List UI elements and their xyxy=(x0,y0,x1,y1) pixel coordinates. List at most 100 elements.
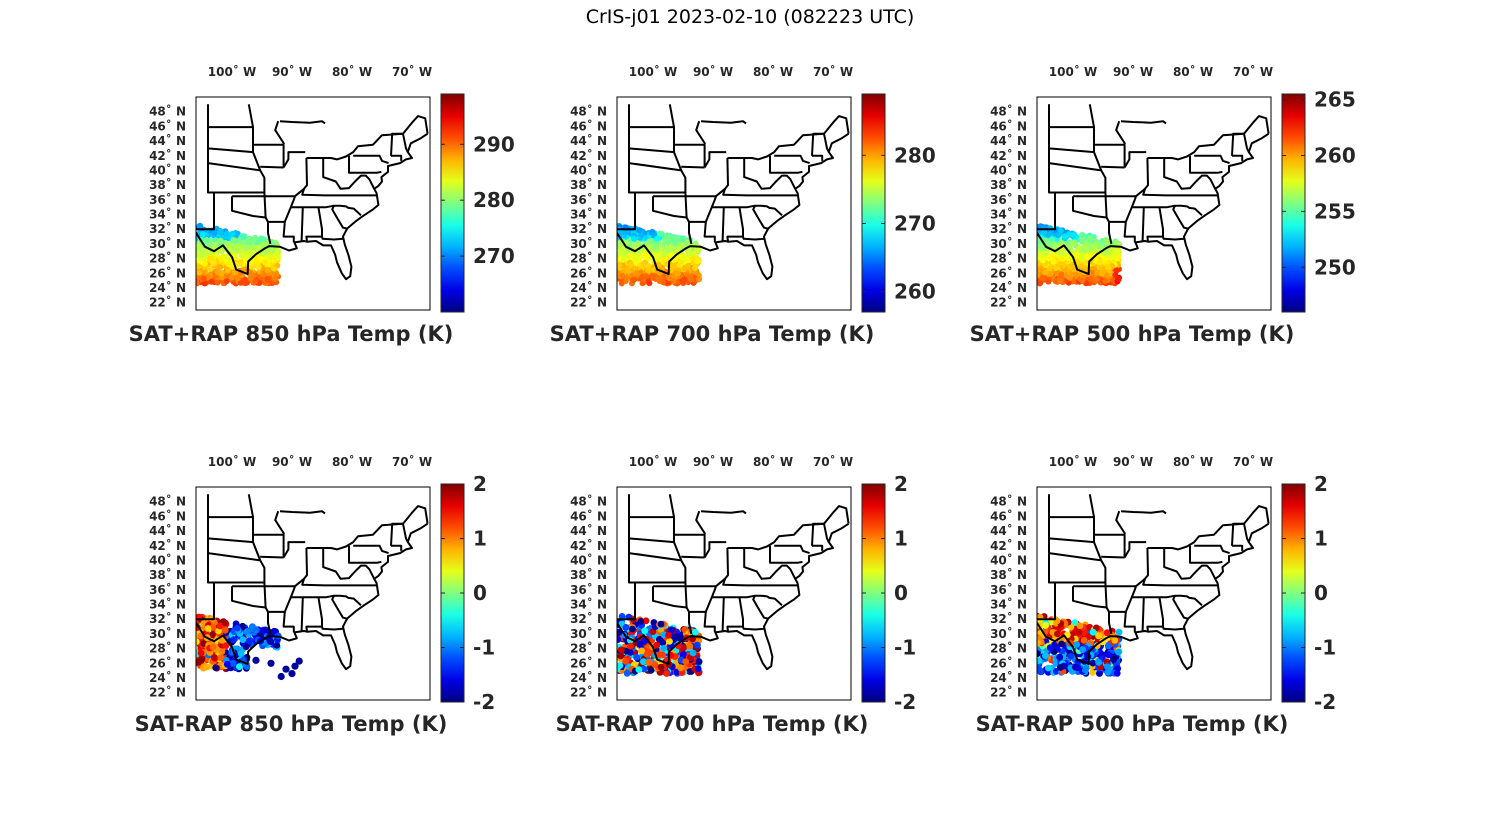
boundary-line xyxy=(306,505,429,551)
lat-tick-label: 40˚ N xyxy=(149,162,186,177)
data-point xyxy=(196,279,200,286)
lat-tick-label: 48˚ N xyxy=(990,494,1027,509)
data-point xyxy=(1104,668,1112,676)
lat-tick-label: 32˚ N xyxy=(149,611,186,626)
data-point xyxy=(1079,277,1086,284)
lon-tick-label: 100˚ W xyxy=(629,64,677,79)
data-point xyxy=(1040,251,1047,258)
boundary-line xyxy=(331,595,347,620)
data-point xyxy=(252,278,259,285)
boundary-line xyxy=(301,578,377,587)
figure-title: CrIS-j01 2023-02-10 (082223 UTC) xyxy=(585,6,915,28)
lat-tick-label: 26˚ N xyxy=(990,655,1027,670)
lat-tick-label: 38˚ N xyxy=(149,177,186,192)
data-point xyxy=(682,658,690,665)
colorbar xyxy=(1281,93,1306,313)
boundary-line xyxy=(305,207,323,242)
data-point xyxy=(255,264,262,270)
data-point xyxy=(689,649,697,657)
data-point xyxy=(639,280,646,287)
lat-tick-label: 24˚ N xyxy=(570,670,607,685)
data-point xyxy=(212,664,220,672)
data-point xyxy=(253,258,260,265)
data-point xyxy=(628,261,635,268)
lat-tick-label: 32˚ N xyxy=(570,611,607,626)
scatter-points xyxy=(617,613,703,677)
lat-tick-label: 34˚ N xyxy=(149,207,186,222)
lat-tick-label: 22˚ N xyxy=(990,685,1027,700)
colorbar-tick-label: 270 xyxy=(894,211,936,235)
data-point xyxy=(248,249,255,256)
boundary-line xyxy=(322,158,376,190)
data-point xyxy=(617,240,621,247)
boundary-line xyxy=(1232,544,1244,551)
data-point xyxy=(1073,641,1081,648)
data-point xyxy=(230,636,238,644)
data-point xyxy=(685,257,692,264)
lat-tick-label: 24˚ N xyxy=(149,670,186,685)
boundary-line xyxy=(301,188,377,197)
colorbar-tick-label: 0 xyxy=(894,581,908,605)
data-point xyxy=(653,641,661,649)
data-point xyxy=(1095,632,1102,640)
boundary-line xyxy=(726,597,744,632)
data-point xyxy=(200,231,206,238)
boundary-line xyxy=(711,204,783,217)
lat-tick-label: 40˚ N xyxy=(570,162,607,177)
data-point xyxy=(255,244,262,251)
boundary-line xyxy=(264,217,272,245)
lat-tick-label: 36˚ N xyxy=(990,582,1027,597)
boundary-line xyxy=(1231,522,1250,546)
boundary-line xyxy=(628,147,675,154)
data-point xyxy=(243,628,251,635)
lat-tick-label: 24˚ N xyxy=(990,670,1027,685)
data-point xyxy=(1046,254,1052,261)
colorbar-tick-label: 280 xyxy=(894,143,936,167)
data-point xyxy=(259,236,266,242)
lat-tick-label: 22˚ N xyxy=(149,685,186,700)
data-point xyxy=(241,251,248,258)
lon-tick-label: 70˚ W xyxy=(392,64,432,79)
lon-tick-label: 80˚ W xyxy=(332,64,372,79)
boundary-line xyxy=(1094,143,1126,168)
boundary-line xyxy=(348,155,382,174)
data-point xyxy=(1047,241,1054,248)
boundary-line xyxy=(260,555,284,559)
lat-tick-label: 28˚ N xyxy=(990,251,1027,266)
data-point xyxy=(1079,646,1086,653)
boundary-line xyxy=(279,510,326,515)
boundary-line xyxy=(617,494,850,671)
data-point xyxy=(1039,257,1046,264)
map-panel-4: 100˚ W 90˚ W 80˚ W 70˚ W 48˚ N46˚ N44˚ N42˚ … xyxy=(135,454,496,736)
data-point xyxy=(660,645,668,652)
lat-tick-label: 38˚ N xyxy=(570,177,607,192)
boundary-line xyxy=(1123,151,1147,169)
boundary-line xyxy=(812,154,824,161)
boundary-line xyxy=(1189,545,1223,564)
data-point xyxy=(1110,655,1118,663)
data-point xyxy=(223,660,231,668)
boundary-line xyxy=(1131,594,1203,607)
data-point xyxy=(267,638,275,646)
boundary-line xyxy=(1147,505,1270,551)
lat-tick-label: 42˚ N xyxy=(149,148,186,163)
colorbar-tick-label: 270 xyxy=(473,244,515,268)
data-point xyxy=(638,647,645,655)
boundary-line xyxy=(294,547,308,587)
boundary-line xyxy=(769,155,803,174)
scatter-points xyxy=(196,613,303,681)
data-point xyxy=(218,637,226,644)
boundary-line xyxy=(1131,204,1203,217)
boundary-line xyxy=(253,143,285,168)
data-point xyxy=(265,252,272,259)
data-point xyxy=(221,626,229,634)
data-point xyxy=(641,627,649,635)
lat-tick-label: 48˚ N xyxy=(570,494,607,509)
data-point xyxy=(225,242,232,249)
data-point xyxy=(272,276,278,283)
boundary-line xyxy=(207,147,254,154)
data-point xyxy=(1080,636,1088,644)
boundary-line xyxy=(282,541,306,559)
lat-tick-label: 26˚ N xyxy=(149,265,186,280)
boundary-line xyxy=(695,510,707,535)
